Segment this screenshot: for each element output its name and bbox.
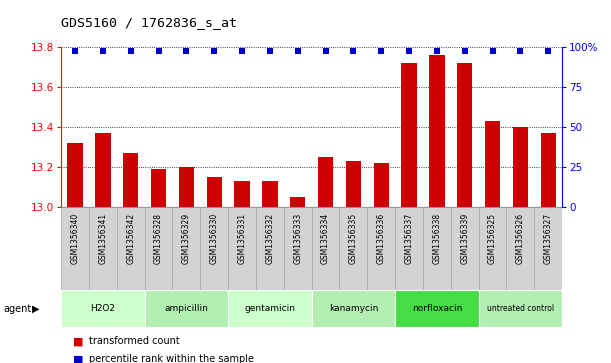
Text: GSM1356340: GSM1356340 xyxy=(70,213,79,264)
Text: GDS5160 / 1762836_s_at: GDS5160 / 1762836_s_at xyxy=(61,16,237,29)
Point xyxy=(153,48,163,54)
Bar xyxy=(235,181,250,207)
Text: agent: agent xyxy=(3,303,31,314)
Bar xyxy=(401,63,417,207)
Bar xyxy=(534,207,562,290)
Bar xyxy=(207,177,222,207)
Bar xyxy=(513,127,528,207)
Text: GSM1356327: GSM1356327 xyxy=(544,213,553,264)
Point xyxy=(126,48,136,54)
Bar xyxy=(262,181,277,207)
Bar xyxy=(312,290,395,327)
Point xyxy=(321,48,331,54)
Text: GSM1356329: GSM1356329 xyxy=(182,213,191,264)
Text: transformed count: transformed count xyxy=(89,336,180,346)
Text: ■: ■ xyxy=(73,354,84,363)
Bar xyxy=(67,143,82,207)
Bar xyxy=(318,157,333,207)
Bar xyxy=(395,207,423,290)
Point xyxy=(488,48,497,54)
Point xyxy=(404,48,414,54)
Text: GSM1356341: GSM1356341 xyxy=(98,213,108,264)
Text: GSM1356326: GSM1356326 xyxy=(516,213,525,264)
Bar xyxy=(346,161,361,207)
Text: percentile rank within the sample: percentile rank within the sample xyxy=(89,354,254,363)
Bar xyxy=(123,153,138,207)
Bar xyxy=(151,169,166,207)
Point xyxy=(98,48,108,54)
Text: GSM1356331: GSM1356331 xyxy=(238,213,246,264)
Point xyxy=(293,48,302,54)
Bar xyxy=(178,167,194,207)
Bar xyxy=(507,207,534,290)
Bar xyxy=(429,55,445,207)
Text: gentamicin: gentamicin xyxy=(244,304,295,313)
Bar xyxy=(228,207,256,290)
Bar xyxy=(373,163,389,207)
Text: ▶: ▶ xyxy=(32,303,39,314)
Bar xyxy=(478,207,507,290)
Bar xyxy=(200,207,228,290)
Point xyxy=(543,48,553,54)
Bar xyxy=(395,290,478,327)
Point xyxy=(237,48,247,54)
Bar xyxy=(312,207,340,290)
Bar xyxy=(145,290,228,327)
Point xyxy=(181,48,191,54)
Text: GSM1356339: GSM1356339 xyxy=(460,213,469,264)
Text: GSM1356342: GSM1356342 xyxy=(126,213,135,264)
Bar xyxy=(290,197,306,207)
Bar xyxy=(61,207,89,290)
Point xyxy=(460,48,470,54)
Bar xyxy=(89,207,117,290)
Text: GSM1356332: GSM1356332 xyxy=(265,213,274,264)
Bar xyxy=(485,121,500,207)
Text: GSM1356330: GSM1356330 xyxy=(210,213,219,264)
Text: H2O2: H2O2 xyxy=(90,304,115,313)
Bar xyxy=(145,207,172,290)
Bar xyxy=(457,63,472,207)
Bar xyxy=(228,290,312,327)
Text: GSM1356334: GSM1356334 xyxy=(321,213,330,264)
Bar xyxy=(367,207,395,290)
Bar xyxy=(95,133,111,207)
Text: ■: ■ xyxy=(73,336,84,346)
Text: GSM1356335: GSM1356335 xyxy=(349,213,358,264)
Point xyxy=(265,48,275,54)
Text: GSM1356336: GSM1356336 xyxy=(377,213,386,264)
Bar xyxy=(61,290,145,327)
Bar xyxy=(478,290,562,327)
Point xyxy=(376,48,386,54)
Bar xyxy=(451,207,478,290)
Point xyxy=(516,48,525,54)
Bar xyxy=(172,207,200,290)
Bar xyxy=(423,207,451,290)
Bar xyxy=(340,207,367,290)
Bar xyxy=(117,207,145,290)
Text: norfloxacin: norfloxacin xyxy=(412,304,462,313)
Point xyxy=(210,48,219,54)
Text: GSM1356325: GSM1356325 xyxy=(488,213,497,264)
Text: ampicillin: ampicillin xyxy=(164,304,208,313)
Text: GSM1356337: GSM1356337 xyxy=(404,213,414,264)
Text: untreated control: untreated control xyxy=(487,304,554,313)
Text: GSM1356328: GSM1356328 xyxy=(154,213,163,264)
Text: GSM1356333: GSM1356333 xyxy=(293,213,302,264)
Text: GSM1356338: GSM1356338 xyxy=(433,213,441,264)
Point xyxy=(432,48,442,54)
Point xyxy=(70,48,80,54)
Text: kanamycin: kanamycin xyxy=(329,304,378,313)
Bar xyxy=(541,133,556,207)
Bar xyxy=(284,207,312,290)
Point xyxy=(348,48,358,54)
Bar xyxy=(256,207,284,290)
